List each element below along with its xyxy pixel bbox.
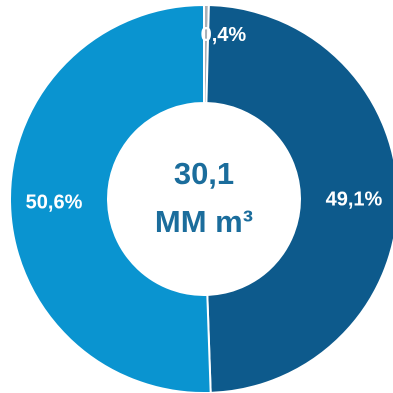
slice-label-1: 49,1%	[326, 188, 383, 210]
center-value: 30,1	[174, 156, 234, 191]
slice-label-2: 50,6%	[26, 192, 83, 214]
center-unit: MM m³	[155, 204, 253, 239]
donut-hole	[108, 103, 300, 295]
slice-label-0: 0,4%	[201, 24, 247, 46]
slice-labels: 0,4% 49,1% 50,6%	[26, 24, 383, 213]
